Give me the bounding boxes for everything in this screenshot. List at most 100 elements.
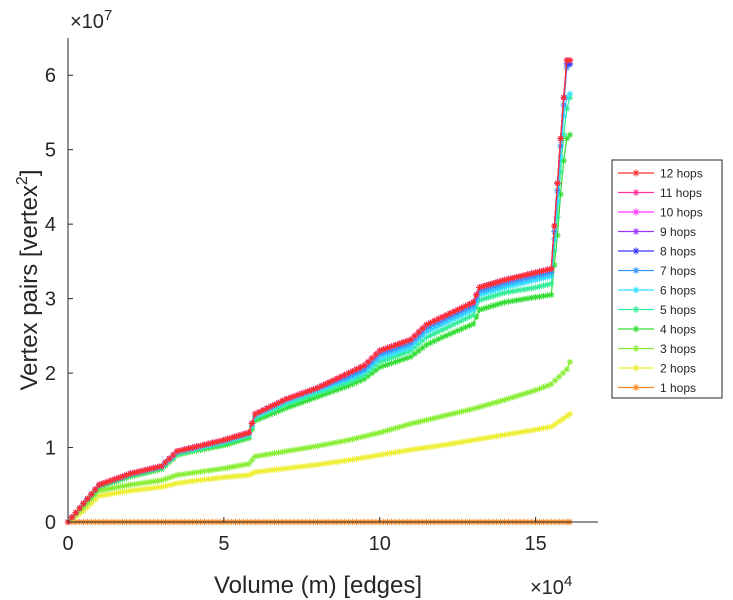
data-point (325, 379, 333, 386)
data-point (162, 475, 169, 483)
data-point (470, 311, 477, 319)
data-point (540, 424, 547, 432)
data-point (470, 299, 477, 306)
x-tick-label: 15 (525, 533, 547, 555)
data-point (279, 465, 286, 473)
data-point (536, 268, 543, 275)
data-point (115, 483, 122, 491)
legend-marker (632, 247, 640, 255)
data-point (368, 431, 376, 438)
data-point (353, 379, 360, 386)
data-point (127, 470, 134, 477)
data-point (306, 387, 313, 394)
data-point (388, 347, 395, 354)
data-point (411, 332, 419, 340)
data-point (528, 388, 535, 395)
data-point (462, 407, 469, 414)
data-point (349, 456, 356, 463)
data-point (427, 415, 434, 423)
data-point (505, 283, 512, 290)
data-point (216, 474, 224, 481)
legend-item: 12 hops (618, 167, 703, 181)
data-point (501, 276, 508, 284)
data-point (364, 432, 372, 439)
data-point (380, 428, 387, 435)
data-point (345, 382, 352, 389)
data-point (466, 406, 473, 413)
data-point (407, 353, 415, 360)
data-point (419, 444, 426, 452)
legend-label: 9 hops (660, 225, 696, 239)
data-point (532, 293, 539, 301)
data-point (185, 445, 193, 452)
data-point (99, 480, 107, 487)
y-axis-label: Vertex pairs [vertex (16, 185, 43, 390)
data-point (399, 447, 407, 455)
data-point (466, 304, 473, 312)
data-point (566, 90, 574, 98)
data-point (205, 467, 212, 474)
data-point (384, 352, 391, 359)
data-point (438, 314, 446, 321)
data-point (407, 446, 415, 453)
data-point (181, 478, 189, 486)
data-point (341, 383, 348, 391)
data-point (520, 295, 528, 303)
data-point (322, 441, 329, 448)
data-point (380, 349, 387, 357)
legend-label: 11 hops (660, 186, 702, 200)
data-point (372, 430, 380, 437)
data-point (275, 399, 282, 407)
data-point (560, 131, 567, 138)
data-point (493, 398, 500, 406)
data-point (540, 384, 547, 391)
data-point (384, 355, 391, 363)
data-point (407, 347, 415, 354)
data-point (516, 273, 524, 280)
data-point (399, 422, 407, 430)
data-point (142, 466, 150, 474)
data-point (286, 403, 294, 410)
data-point (115, 474, 122, 481)
data-point (540, 282, 547, 289)
data-point (271, 401, 278, 408)
data-point (512, 277, 520, 285)
data-point (489, 400, 496, 407)
data-point (470, 405, 477, 413)
data-point (450, 308, 458, 315)
data-point (255, 408, 263, 416)
data-point (483, 289, 490, 296)
data-point (551, 222, 558, 230)
series-2-hops (64, 410, 574, 526)
data-point (458, 438, 465, 446)
data-point (263, 405, 270, 412)
data-point (310, 461, 317, 469)
data-point (407, 336, 415, 343)
data-point (177, 471, 185, 478)
data-point (509, 394, 516, 401)
data-point (509, 288, 516, 295)
data-point (438, 442, 446, 449)
data-point (494, 282, 501, 290)
data-point (407, 340, 415, 347)
data-point (490, 279, 497, 287)
data-point (462, 306, 469, 313)
data-point (376, 351, 383, 358)
data-point (357, 364, 364, 371)
series-line (67, 63, 570, 523)
data-point (435, 335, 442, 343)
data-point (92, 491, 99, 499)
data-point (255, 468, 263, 475)
data-point (458, 317, 465, 324)
data-point (536, 425, 543, 433)
series-line (67, 97, 571, 523)
data-point (476, 284, 483, 291)
legend-label: 7 hops (660, 264, 696, 278)
data-point (88, 495, 95, 503)
data-point (470, 306, 477, 313)
y-exponent-label: ×107 (70, 7, 112, 33)
data-point (563, 413, 571, 420)
data-point (201, 467, 208, 475)
data-point (302, 444, 309, 452)
data-point (415, 328, 422, 336)
